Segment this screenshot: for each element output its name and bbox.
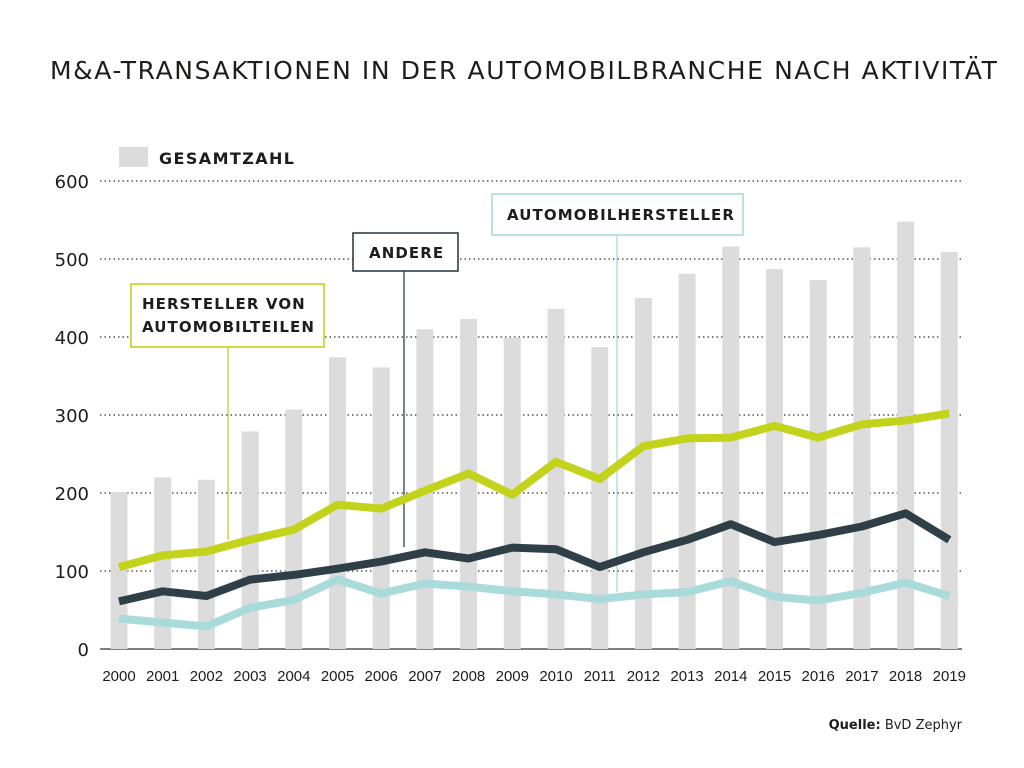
- line-andere: [118, 509, 952, 606]
- x-tick-label: 2016: [802, 668, 835, 685]
- series-annotations: HERSTELLER VON AUTOMOBILTEILEN ANDERE AUTOM…: [130, 193, 744, 348]
- bar-gesamtzahl: [460, 319, 478, 649]
- x-tick-label: 2014: [714, 668, 747, 685]
- annotation-label-hersteller-teile-line2: AUTOMOBILTEILEN: [142, 318, 315, 336]
- source-label: Quelle:: [828, 718, 881, 733]
- bar-gesamtzahl: [809, 280, 827, 649]
- annotation-box-automobilhersteller: [491, 193, 744, 236]
- series-lines: [117, 409, 952, 631]
- grid-lines: [100, 180, 962, 650]
- x-tick-label: 2013: [670, 668, 703, 685]
- y-tick-label: 0: [78, 640, 89, 661]
- bar-gesamtzahl: [897, 221, 915, 649]
- x-tick-label: 2018: [889, 668, 922, 685]
- legend-label-gesamtzahl: GESAMTZAHL: [159, 149, 295, 168]
- line-automobilhersteller: [118, 575, 951, 631]
- x-tick-label: 2010: [539, 668, 572, 685]
- source-note: Quelle: BvD Zephyr: [829, 718, 962, 733]
- x-tick-label: 2015: [758, 668, 791, 685]
- legend-swatch-gesamtzahl: [119, 147, 148, 167]
- x-tick-label: 2000: [102, 668, 135, 685]
- x-tick-label: 2012: [627, 668, 660, 685]
- x-tick-label: 2011: [584, 668, 616, 685]
- bar-gesamtzahl: [940, 251, 958, 650]
- bar-gesamtzahl: [678, 273, 696, 649]
- y-tick-label: 600: [55, 172, 89, 193]
- y-tick-label: 200: [55, 484, 89, 505]
- x-tick-label: 2009: [496, 668, 529, 685]
- bar-gesamtzahl: [547, 308, 565, 649]
- x-tick-label: 2007: [408, 668, 441, 685]
- bar-gesamtzahl: [766, 269, 783, 649]
- annotation-label-hersteller-teile-line1: HERSTELLER VON: [142, 295, 306, 313]
- y-tick-label: 500: [55, 250, 89, 271]
- annotation-box-andere: [352, 232, 459, 272]
- x-tick-label: 2005: [321, 668, 354, 685]
- source-value: BvD Zephyr: [884, 718, 962, 733]
- bar-gesamtzahl: [154, 477, 172, 649]
- y-axis-ticks: 0 100 200 300 400 500 600: [55, 172, 89, 661]
- bar-gesamtzahl: [591, 347, 609, 649]
- y-tick-label: 400: [55, 328, 89, 349]
- bar-gesamtzahl: [722, 246, 740, 649]
- x-tick-label: 2001: [146, 668, 179, 685]
- x-tick-label: 2003: [233, 668, 266, 685]
- annotation-label-automobilhersteller: AUTOMOBILHERSTELLER: [507, 206, 735, 224]
- x-tick-label: 2004: [277, 668, 310, 685]
- annotation-label-andere: ANDERE: [369, 244, 444, 262]
- annotation-box-hersteller-teile: [130, 283, 325, 348]
- x-tick-label: 2002: [190, 668, 223, 685]
- x-tick-label: 2006: [365, 668, 398, 685]
- bar-gesamtzahl: [634, 298, 652, 649]
- x-tick-label: 2017: [845, 668, 878, 685]
- y-tick-label: 100: [55, 562, 89, 583]
- x-axis-ticks: 2000 2001 2002 2003 2004 2005 2006 2007 2008 2009…: [102, 668, 966, 685]
- x-tick-label: 2008: [452, 668, 485, 685]
- bar-gesamtzahl: [197, 479, 215, 649]
- legend: GESAMTZAHL: [119, 147, 295, 168]
- y-tick-label: 300: [55, 406, 89, 427]
- chart-title: M&A-TRANSAKTIONEN IN DER AUTOMOBILBRANCH…: [50, 56, 999, 85]
- bar-gesamtzahl: [853, 247, 871, 650]
- x-tick-label: 2019: [933, 668, 966, 685]
- bar-gesamtzahl: [110, 492, 128, 649]
- line-hersteller-von-automobilteilen: [117, 409, 950, 571]
